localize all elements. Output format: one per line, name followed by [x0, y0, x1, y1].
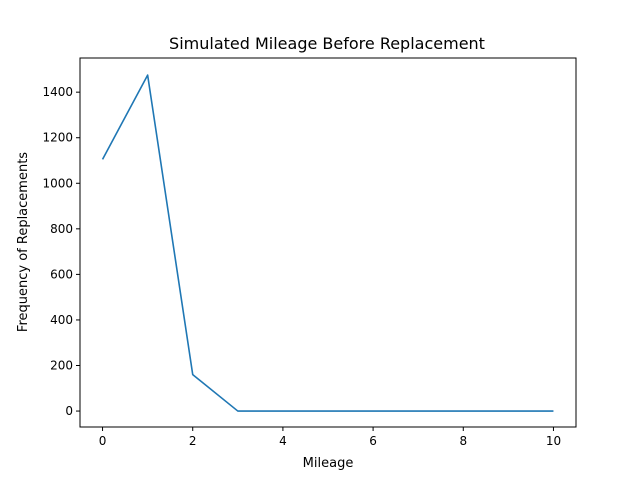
- x-tick-label: 6: [369, 434, 377, 448]
- x-tick-label: 0: [99, 434, 107, 448]
- series-line-1: [101, 74, 554, 412]
- axes-frame: [79, 57, 577, 428]
- y-tick-label: 1200: [42, 131, 73, 145]
- y-tick-label: 0: [65, 404, 73, 418]
- y-axis-label: Frequency of Replacements: [16, 152, 31, 332]
- y-tick-label: 400: [50, 313, 73, 327]
- x-tick-label: 8: [459, 434, 467, 448]
- y-tick-label: 200: [50, 359, 73, 373]
- y-axis: 0 200 400 600 800 1000 1200 1400: [42, 85, 80, 418]
- x-tick-label: 2: [189, 434, 197, 448]
- chart-title: Simulated Mileage Before Replacement: [169, 34, 485, 53]
- x-axis-label: Mileage: [303, 456, 354, 471]
- y-tick-label: 1400: [42, 85, 73, 99]
- x-axis: 0 2 4 6 8 10: [99, 427, 561, 448]
- plot-area: [101, 74, 554, 412]
- y-tick-label: 800: [50, 222, 73, 236]
- y-tick-label: 600: [50, 267, 73, 281]
- y-tick-label: 1000: [42, 176, 73, 190]
- x-tick-label: 10: [546, 434, 561, 448]
- x-tick-label: 4: [279, 434, 287, 448]
